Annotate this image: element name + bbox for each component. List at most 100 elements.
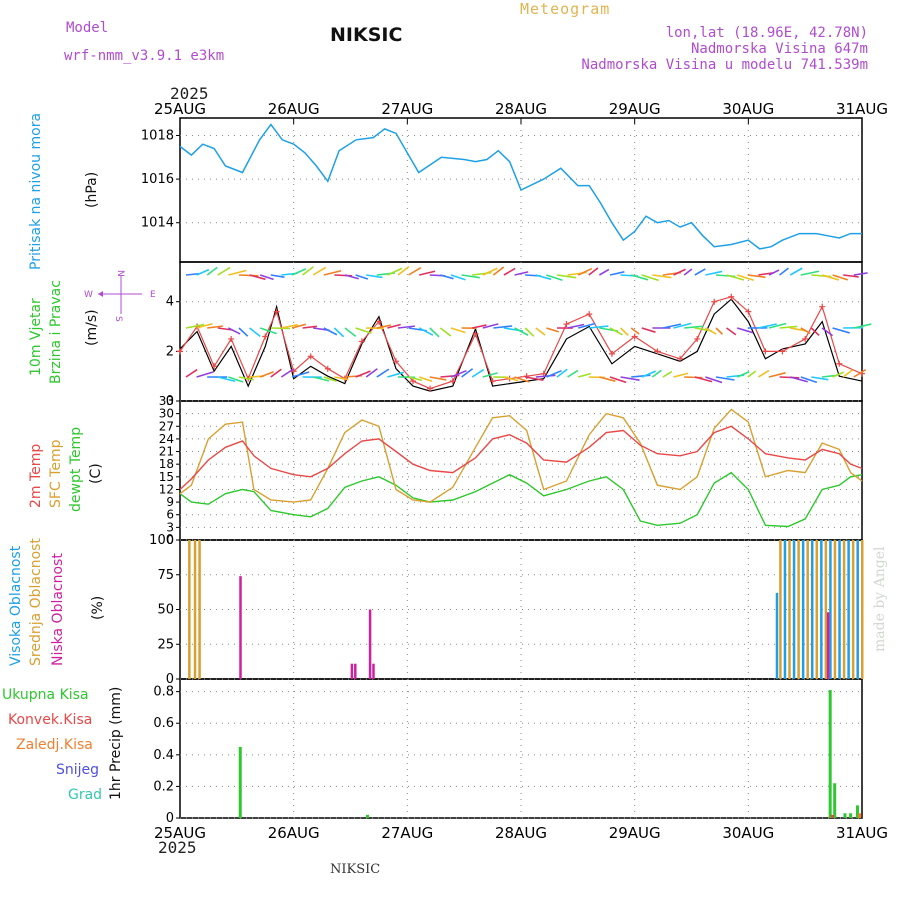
gust-marker bbox=[836, 360, 843, 367]
x-tick-label-top: 28AUG bbox=[495, 100, 547, 118]
wind-arrow bbox=[673, 322, 692, 329]
cloud-bar-1 bbox=[815, 540, 819, 679]
cloud-bar-1 bbox=[779, 540, 782, 679]
wind-arrow bbox=[196, 322, 213, 329]
wind-arrow bbox=[259, 327, 277, 335]
year-top: 2025 bbox=[170, 84, 209, 103]
wind-arrow bbox=[355, 370, 371, 378]
wind-arrow bbox=[524, 327, 535, 337]
cloud-bar-1 bbox=[193, 540, 197, 679]
x-tick-label-bottom: 30AUG bbox=[722, 824, 774, 842]
x-tick-label-bottom: 25AUG bbox=[154, 824, 206, 842]
precip-bar-0 bbox=[855, 805, 859, 818]
wind-arrow bbox=[344, 327, 357, 338]
wind-arrow bbox=[684, 325, 704, 329]
wind-arrow bbox=[652, 274, 672, 279]
y-tick-label: 30 bbox=[159, 407, 174, 421]
wind-arrow bbox=[471, 368, 485, 378]
y-tick-label: 0 bbox=[166, 394, 174, 409]
wind-arrow bbox=[228, 376, 244, 383]
x-tick-label-top: 31AUG bbox=[836, 100, 888, 118]
cloud-bar-0 bbox=[810, 540, 814, 679]
x-tick-label-top: 29AUG bbox=[609, 100, 661, 118]
wind-arrow bbox=[705, 376, 723, 384]
year-bottom: 2025 bbox=[158, 838, 197, 857]
y-tick-label: 0.4 bbox=[153, 748, 174, 763]
y-tick-label: 15 bbox=[159, 470, 174, 484]
precip-bar-0 bbox=[849, 813, 853, 818]
compass-w: W bbox=[84, 290, 93, 300]
pressure-line bbox=[179, 123, 862, 250]
y-tick-label: 1018 bbox=[141, 128, 174, 143]
y-tick-label: 0.6 bbox=[153, 716, 174, 731]
gust-marker bbox=[608, 350, 615, 357]
gust-marker bbox=[324, 365, 331, 372]
precip-bar-0 bbox=[828, 690, 832, 818]
cloud-bar-1 bbox=[188, 540, 191, 679]
wind-arrow bbox=[599, 376, 616, 382]
compass-n: N bbox=[115, 270, 125, 277]
wind-arrow bbox=[630, 274, 649, 281]
y-tick-label: 1014 bbox=[141, 216, 174, 231]
x-tick-label-bottom: 29AUG bbox=[609, 824, 661, 842]
wind-arrow bbox=[736, 274, 754, 282]
cloud-bar-1 bbox=[824, 540, 828, 679]
cloud-bar-0 bbox=[775, 592, 779, 679]
cloud-bar-1 bbox=[198, 540, 201, 679]
y-tick-label: 18 bbox=[159, 457, 174, 471]
wind-arrow bbox=[387, 267, 403, 276]
wind-arrow bbox=[376, 368, 390, 378]
cloud-bar-0 bbox=[792, 540, 796, 679]
wind-arrow bbox=[821, 327, 834, 337]
legend-total-precip: Ukupna Kisa bbox=[2, 687, 89, 703]
wind-arrow bbox=[228, 269, 247, 276]
wind-arrow bbox=[482, 267, 498, 276]
gust-marker bbox=[819, 303, 826, 310]
wind-arrow bbox=[736, 371, 750, 378]
wind-arrow bbox=[853, 272, 868, 276]
wind-arrow bbox=[503, 376, 519, 382]
gust-marker bbox=[677, 355, 684, 362]
wind-arrow bbox=[270, 368, 282, 378]
wind-arrow bbox=[631, 374, 651, 378]
gust-marker bbox=[523, 373, 530, 380]
gust-marker bbox=[449, 378, 456, 385]
wind-arrow bbox=[472, 324, 487, 329]
wind-arrow bbox=[365, 368, 378, 378]
meteogram-label: Meteogram bbox=[520, 0, 611, 18]
gust-marker bbox=[631, 333, 638, 340]
wind-arrow bbox=[630, 327, 640, 335]
gust-marker bbox=[711, 298, 718, 305]
cloud-bar-0 bbox=[801, 540, 805, 679]
compass-e: E bbox=[150, 290, 156, 300]
wind-arrow bbox=[535, 274, 552, 281]
wind-arrow bbox=[397, 325, 415, 329]
wind-arrow bbox=[291, 323, 307, 329]
y-tick-label: 50 bbox=[157, 603, 174, 618]
wind-arrow bbox=[418, 327, 434, 336]
cloud-bar-0 bbox=[783, 540, 787, 679]
y-tick-label: 2 bbox=[166, 344, 174, 359]
wind-arrow bbox=[185, 323, 205, 329]
wind-arrow bbox=[758, 323, 777, 329]
cloud-bar-0 bbox=[829, 540, 832, 679]
sfctemp-line bbox=[179, 408, 863, 503]
wind-arrow bbox=[418, 376, 433, 383]
wind-arrow bbox=[259, 371, 274, 378]
cloud-bar-1 bbox=[833, 540, 837, 679]
wind-arrow bbox=[313, 376, 330, 382]
wind-arrow bbox=[673, 372, 689, 378]
cloud-bar-1 bbox=[851, 540, 855, 679]
y-tick-label: 4 bbox=[166, 295, 174, 310]
wind-arrow bbox=[779, 325, 798, 329]
wind-arrow bbox=[577, 267, 593, 276]
y-tick-label: 9 bbox=[166, 495, 174, 509]
wind-arrow bbox=[556, 368, 568, 378]
model-name: wrf-nmm_v3.9.1 e3km bbox=[64, 48, 225, 64]
wind-arrow bbox=[461, 274, 480, 279]
precip-bar-0 bbox=[238, 746, 242, 818]
gust-marker bbox=[427, 385, 434, 392]
gust-marker bbox=[745, 308, 752, 315]
wind-arrow bbox=[715, 327, 724, 335]
